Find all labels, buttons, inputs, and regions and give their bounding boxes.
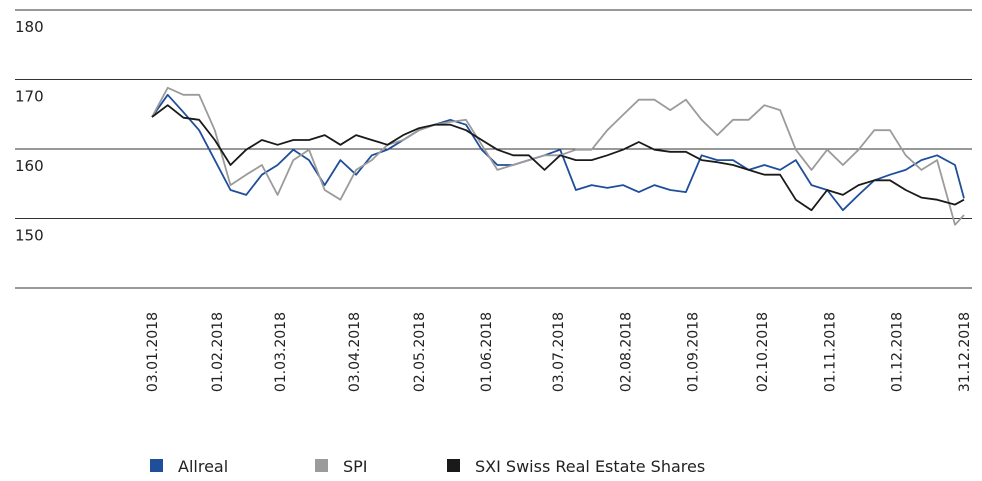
x-tick-label: 03.01.2018 xyxy=(145,312,161,392)
x-tick-label: 01.12.2018 xyxy=(890,312,906,392)
legend-label: Allreal xyxy=(178,457,228,476)
x-tick-label: 03.04.2018 xyxy=(347,312,363,392)
series-line xyxy=(151,93,965,212)
x-tick-label: 01.03.2018 xyxy=(273,312,289,392)
x-tick-label: 31.12.2018 xyxy=(957,312,973,392)
legend-item: SXI Swiss Real Estate Shares xyxy=(447,457,705,476)
legend-label: SPI xyxy=(343,457,368,476)
legend-swatch xyxy=(315,459,328,472)
legend-label: SXI Swiss Real Estate Shares xyxy=(475,457,705,476)
x-tick-label: 02.08.2018 xyxy=(618,312,634,392)
x-tick-label: 01.11.2018 xyxy=(822,312,838,392)
x-tick-label: 01.09.2018 xyxy=(686,312,702,392)
y-tick-label: 170 xyxy=(15,88,44,106)
legend-item: SPI xyxy=(315,457,368,476)
legend-item: Allreal xyxy=(150,457,228,476)
x-tick-label: 02.05.2018 xyxy=(412,312,428,392)
legend-swatch xyxy=(447,459,460,472)
legend-swatch xyxy=(150,459,163,472)
y-tick-label: 160 xyxy=(15,157,44,175)
x-tick-label: 01.02.2018 xyxy=(210,312,226,392)
x-tick-label: 02.10.2018 xyxy=(755,312,771,392)
x-tick-label: 03.07.2018 xyxy=(551,312,567,392)
x-tick-label: 01.06.2018 xyxy=(479,312,495,392)
series-line xyxy=(151,104,965,212)
y-tick-label: 180 xyxy=(15,18,44,36)
y-tick-label: 150 xyxy=(15,227,44,245)
